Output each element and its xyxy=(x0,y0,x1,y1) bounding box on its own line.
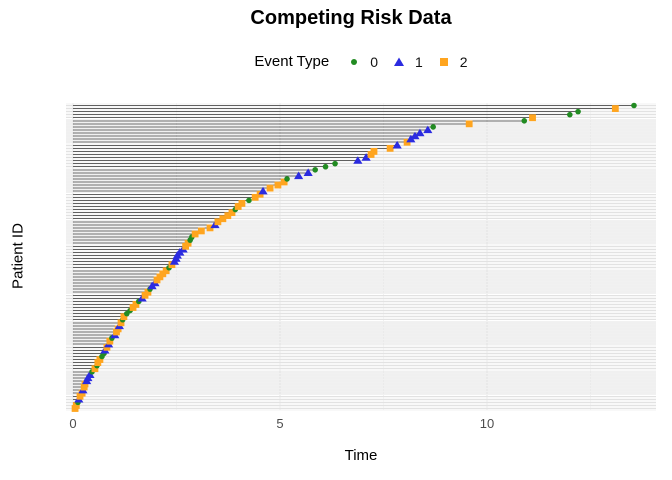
event-marker xyxy=(631,102,637,109)
event-marker xyxy=(274,181,282,189)
event-marker xyxy=(91,365,99,373)
legend-item-event-2: 2 xyxy=(437,54,468,70)
legend-item-event-1: 1 xyxy=(392,54,423,70)
event-marker xyxy=(370,148,378,155)
event-marker xyxy=(423,125,433,134)
legend-item-label: 1 xyxy=(414,53,423,70)
event-marker xyxy=(117,319,125,327)
circle-icon xyxy=(351,58,358,65)
legend-item-event-0: 0 xyxy=(347,54,378,70)
event-marker xyxy=(575,108,581,115)
event-marker xyxy=(72,402,80,409)
event-marker xyxy=(465,120,473,128)
event-marker xyxy=(430,124,436,130)
event-marker xyxy=(85,370,95,379)
event-marker xyxy=(410,131,420,140)
event-marker xyxy=(238,200,246,207)
legend-title: Event Type xyxy=(254,53,330,70)
event-marker xyxy=(529,114,536,122)
event-marker xyxy=(322,163,329,170)
event-marker xyxy=(332,160,338,167)
event-marker xyxy=(184,239,192,247)
event-marker xyxy=(415,128,425,137)
event-marker xyxy=(191,230,199,238)
event-marker xyxy=(214,218,222,226)
legend-item-label: 2 xyxy=(459,53,468,70)
event-marker xyxy=(521,118,528,124)
x-tick-labels: 0 5 10 xyxy=(69,416,494,431)
event-marker xyxy=(611,105,619,112)
triangle-icon xyxy=(393,57,404,66)
event-marker xyxy=(284,176,290,182)
event-markers xyxy=(71,102,637,412)
event-marker xyxy=(224,212,232,220)
event-marker xyxy=(266,184,274,192)
chart-title: Competing Risk Data xyxy=(250,7,452,29)
event-marker xyxy=(353,156,363,164)
x-tick-label: 5 xyxy=(276,416,283,431)
event-marker xyxy=(258,186,268,195)
x-tick-label: 10 xyxy=(480,416,494,431)
event-marker xyxy=(246,197,252,204)
legend-item-label: 0 xyxy=(370,53,378,70)
event-marker xyxy=(132,301,140,308)
x-axis-label: Time xyxy=(344,447,378,464)
event-marker xyxy=(234,203,242,210)
event-marker xyxy=(219,215,227,223)
event-marker xyxy=(280,178,288,186)
event-marker xyxy=(567,111,573,118)
event-marker xyxy=(228,209,236,217)
event-marker xyxy=(386,144,394,152)
event-marker xyxy=(197,227,205,235)
event-marker xyxy=(120,313,128,321)
event-marker xyxy=(294,171,304,180)
event-segments xyxy=(73,105,634,409)
event-marker xyxy=(206,224,214,232)
event-marker xyxy=(312,166,318,173)
event-marker xyxy=(96,356,104,363)
square-icon xyxy=(439,57,448,66)
event-marker xyxy=(106,337,114,345)
x-tick-label: 0 xyxy=(69,416,76,431)
event-marker xyxy=(251,193,259,201)
event-marker xyxy=(392,140,402,149)
gridlines xyxy=(66,103,656,411)
event-marker xyxy=(162,267,170,275)
event-marker xyxy=(303,168,313,177)
legend: Event Type 0 1 2 xyxy=(50,53,672,70)
event-marker xyxy=(361,153,371,161)
event-marker xyxy=(144,288,152,296)
